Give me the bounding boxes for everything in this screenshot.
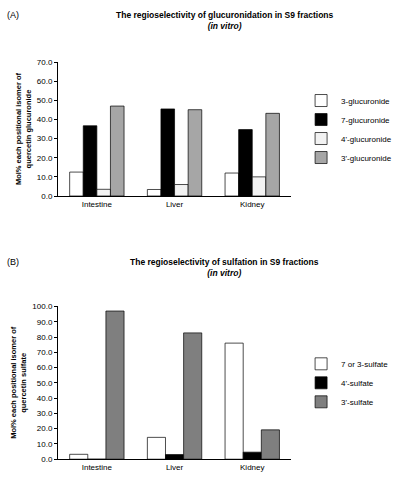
svg-text:20.0: 20.0 xyxy=(37,424,53,433)
svg-text:3-glucuronide: 3-glucuronide xyxy=(341,97,390,106)
svg-text:50.0: 50.0 xyxy=(37,96,53,105)
svg-text:Kidney: Kidney xyxy=(240,463,264,472)
svg-text:Intestine: Intestine xyxy=(82,200,113,209)
svg-text:Mol% each positional isomer of: Mol% each positional isomer ofquercetin … xyxy=(14,72,33,185)
svg-text:Mol% each positional isomer of: Mol% each positional isomer ofquercetin … xyxy=(9,326,28,439)
svg-text:10.0: 10.0 xyxy=(37,440,53,449)
svg-text:0.0: 0.0 xyxy=(41,192,53,201)
svg-text:80.0: 80.0 xyxy=(37,333,53,342)
svg-text:Liver: Liver xyxy=(166,463,184,472)
svg-text:The regioselectivity of sulfat: The regioselectivity of sulfation in S9 … xyxy=(130,257,319,278)
svg-text:40.0: 40.0 xyxy=(37,115,53,124)
svg-text:0.0: 0.0 xyxy=(41,455,53,464)
svg-text:The regioselectivity of glucur: The regioselectivity of glucuronidation … xyxy=(116,10,334,31)
svg-text:(B): (B) xyxy=(7,257,19,267)
svg-text:4'-sulfate: 4'-sulfate xyxy=(341,379,374,388)
svg-text:4'-glucuronide: 4'-glucuronide xyxy=(341,135,392,144)
svg-text:3'-glucuronide: 3'-glucuronide xyxy=(341,154,392,163)
svg-text:50.0: 50.0 xyxy=(37,379,53,388)
svg-text:30.0: 30.0 xyxy=(37,409,53,418)
svg-text:Intestine: Intestine xyxy=(82,463,113,472)
svg-text:60.0: 60.0 xyxy=(37,363,53,372)
svg-text:20.0: 20.0 xyxy=(37,154,53,163)
svg-text:100.0: 100.0 xyxy=(32,302,53,311)
svg-text:Liver: Liver xyxy=(166,200,184,209)
svg-text:30.0: 30.0 xyxy=(37,134,53,143)
svg-text:70.0: 70.0 xyxy=(37,58,53,67)
svg-text:70.0: 70.0 xyxy=(37,348,53,357)
svg-text:60.0: 60.0 xyxy=(37,77,53,86)
svg-text:90.0: 90.0 xyxy=(37,318,53,327)
svg-text:Kidney: Kidney xyxy=(240,200,264,209)
svg-text:10.0: 10.0 xyxy=(37,173,53,182)
svg-text:7 or 3-sulfate: 7 or 3-sulfate xyxy=(341,360,388,369)
svg-text:40.0: 40.0 xyxy=(37,394,53,403)
svg-text:7-glucuronide: 7-glucuronide xyxy=(341,116,390,125)
svg-text:(A): (A) xyxy=(7,10,19,20)
svg-text:3'-sulfate: 3'-sulfate xyxy=(341,398,374,407)
